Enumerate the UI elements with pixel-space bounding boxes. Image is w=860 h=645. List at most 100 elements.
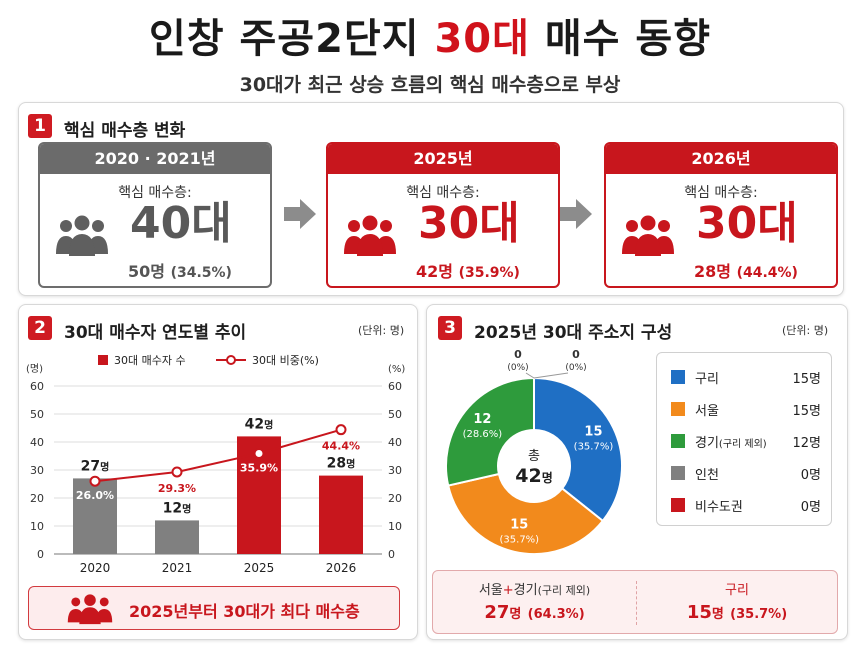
summary-guri: 구리 15명 (35.7%) (637, 579, 837, 623)
card-label: 핵심 매수층: (684, 185, 758, 201)
card-label: 핵심 매수층: (118, 185, 192, 201)
zero-slice-pct: (0%) (507, 363, 528, 373)
legend-name: 구리 (695, 372, 719, 387)
section3-number: 3 (438, 316, 462, 340)
legend-value: 0명 (800, 468, 821, 483)
donut-center-label: 총 (528, 449, 540, 464)
legend-value: 0명 (800, 500, 821, 515)
bar-2021 (155, 520, 199, 554)
card-group: 30대 (418, 198, 520, 249)
y-tick-right: 60 (388, 380, 402, 393)
y-tick-left: 30 (30, 464, 44, 477)
y-tick-right: 20 (388, 492, 402, 505)
y-tick-left: 60 (30, 380, 44, 393)
share-point (253, 447, 265, 459)
card-count-pct: (44.4%) (736, 265, 798, 281)
legend-swatch (671, 402, 685, 416)
y-tick-left: 10 (30, 520, 44, 533)
legend-item-seoul: 서울 15명 (671, 399, 821, 419)
y-tick-right: 40 (388, 436, 402, 449)
card-count-value: 50명 (128, 262, 165, 281)
summary-label: 구리 (725, 583, 749, 598)
card-year: 2025년 (328, 144, 558, 174)
y-tick-right: 30 (388, 464, 402, 477)
legend-name: 서울 (695, 404, 719, 419)
y-axis-right-label: (%) (388, 364, 405, 375)
slice-value-label: 15 (584, 424, 602, 439)
zero-slice-pct: (0%) (565, 363, 586, 373)
legend-item-non-capital: 비수도권 0명 (671, 495, 821, 515)
people-group-icon (344, 215, 396, 256)
address-donut-chart: 15 (35.7%) 15 (35.7%) 12 (28.6%) 0 (0%) 0 (0%) 총42… (445, 348, 623, 555)
zero-slice-leader (533, 372, 569, 379)
summary-value: 15명 (35.7%) (686, 602, 788, 623)
section3-unit: (단위: 명) (782, 324, 829, 337)
page-subtitle: 30대가 최근 상승 흐름의 핵심 매수층으로 부상 (239, 74, 621, 96)
legend-label-bar: 30대 매수자 수 (114, 354, 186, 367)
legend-name: 인천 (695, 468, 719, 483)
card-count-value: 42명 (416, 262, 453, 281)
x-tick-label: 2020 (80, 561, 111, 575)
title-accent: 30대 (434, 16, 530, 62)
people-group-icon (56, 215, 108, 256)
banner-text: 2025년부터 30대가 최다 매수층 (129, 602, 360, 621)
share-line (94, 428, 342, 483)
zero-slice-value: 0 (514, 348, 522, 361)
y-tick-left: 50 (30, 408, 44, 421)
section-yearly-trend (18, 304, 418, 640)
card-2026: 2026년 핵심 매수층: 30대 28명 (44.4%) (604, 142, 838, 288)
legend-value: 12명 (792, 436, 821, 451)
summary-seoul-gyeonggi: 서울+경기(구리 제외) 27명 (64.3%) (433, 579, 636, 623)
people-group-icon (622, 215, 674, 256)
slice-pct-label: (28.6%) (463, 429, 503, 440)
bar-value-label: 28명 (327, 456, 356, 472)
slice-pct-label: (35.7%) (574, 441, 614, 452)
y-tick-left: 40 (30, 436, 44, 449)
legend-swatch (671, 498, 685, 512)
legend-swatch (671, 434, 685, 448)
title-part-b: 매수 동향 (544, 16, 712, 62)
bar-2026 (319, 475, 363, 554)
legend-swatch (671, 466, 685, 480)
legend-item-incheon: 인천 0명 (671, 463, 821, 483)
slice-pct-label: (35.7%) (500, 534, 540, 545)
y-tick-right: 50 (388, 408, 402, 421)
card-2020-2021: 2020 · 2021년 핵심 매수층: 40대 50명 (34.5%) (38, 142, 272, 288)
slice-value-label: 12 (473, 412, 491, 427)
share-point (171, 466, 183, 478)
summary-divider (636, 581, 637, 625)
summary-value: 27명 (64.3%) (484, 602, 585, 623)
card-label: 핵심 매수층: (406, 185, 480, 201)
share-label: 26.0% (76, 489, 114, 502)
y-tick-left: 20 (30, 492, 44, 505)
section1-title: 핵심 매수층 변화 (64, 121, 186, 141)
legend-swatch (671, 370, 685, 384)
share-point (89, 475, 101, 487)
summary-label: 서울+경기(구리 제외) (478, 583, 591, 598)
section3-title: 2025년 30대 주소지 구성 (474, 323, 673, 343)
conclusion-banner: 2025년부터 30대가 최다 매수층 (28, 586, 400, 630)
zero-slice-leader (525, 372, 535, 379)
share-label: 35.9% (240, 461, 278, 474)
address-summary: 서울+경기(구리 제외) 27명 (64.3%) 구리 15명 (35.7%) (432, 570, 838, 634)
card-count: 50명 (34.5%) (128, 258, 232, 282)
legend-value: 15명 (792, 372, 821, 387)
x-tick-label: 2025 (244, 561, 275, 575)
section2-number: 2 (28, 316, 52, 340)
section2-title: 30대 매수자 연도별 추이 (64, 323, 247, 343)
x-tick-label: 2021 (162, 561, 193, 575)
legend-name: 비수도권 (695, 500, 743, 515)
card-year: 2020 · 2021년 (40, 144, 270, 174)
y-tick-right: 0 (388, 548, 395, 561)
card-count: 42명 (35.9%) (416, 258, 520, 282)
legend-value: 15명 (792, 404, 821, 419)
people-group-icon (67, 594, 113, 625)
slice-value-label: 15 (510, 517, 528, 532)
bar-2020 (73, 478, 117, 554)
donut-slice-경기 (445, 376, 535, 487)
legend-item-guri: 구리 15명 (671, 367, 821, 387)
arrow-right-icon (284, 199, 316, 229)
donut-hole (499, 431, 569, 501)
share-label: 44.4% (322, 440, 360, 453)
